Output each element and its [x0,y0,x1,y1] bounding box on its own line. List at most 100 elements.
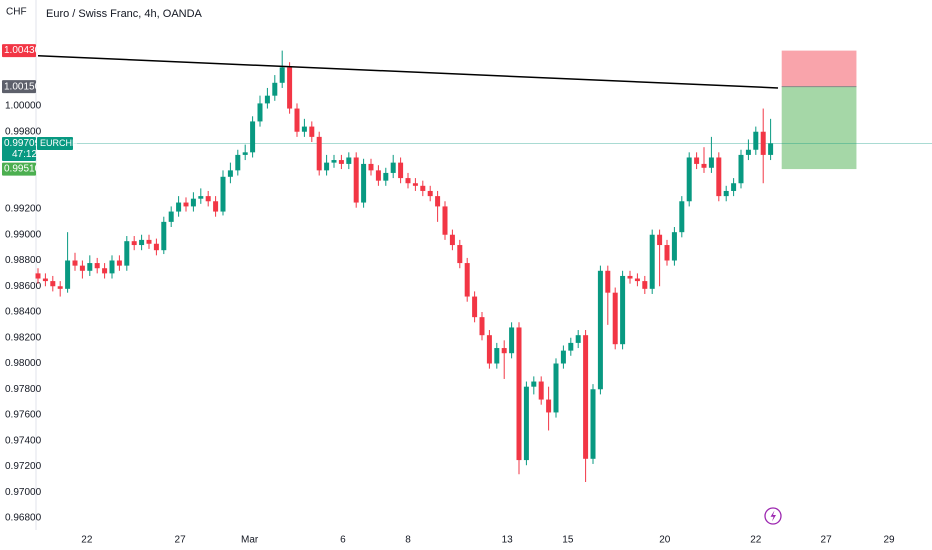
candle-body [390,162,396,173]
candle-body [235,154,241,171]
reward-zone [781,86,857,170]
y-tick-label: 0.99800 [5,126,42,137]
last-price-label: 0.99709 [4,138,41,149]
y-tick-label: 0.96800 [5,513,42,524]
y-tick-label: 1.00000 [5,101,42,112]
y-tick-label: 0.97600 [5,410,42,421]
candle-body [361,163,367,203]
candle-body [723,190,729,197]
x-tick-label: 27 [821,535,833,546]
candle-body [560,350,566,364]
candle-body [257,103,263,122]
candle-body [553,363,559,413]
candle-body [287,67,293,109]
countdown-label: 47:12 [12,149,37,160]
candle-body [442,206,448,235]
candle-body [568,342,574,351]
candle-body [176,202,182,212]
candle-body [87,263,93,271]
candle-body [338,160,344,164]
trendline [37,55,779,89]
stop-label: 1.00430 [4,45,41,56]
y-tick-label: 0.97800 [5,384,42,395]
candle-body [501,348,507,354]
candle-body [220,176,226,212]
symbol-tag-bg [37,136,73,150]
candle-body [523,386,529,461]
candle-body [153,243,159,251]
candle-body [242,152,248,155]
candle-body [575,335,581,343]
candle-body [649,234,655,289]
candle-body [760,131,766,155]
candle-body [597,270,603,390]
candle-body [264,95,270,104]
candle-body [375,170,381,181]
candle-body [383,172,389,181]
candle-body [768,143,774,155]
candle-body [664,245,670,261]
candle-body [538,381,544,400]
candle-body [531,381,537,387]
candle-body [457,245,463,264]
x-tick-label: 15 [562,535,574,546]
y-tick-label: 0.98000 [5,358,42,369]
candle-body [745,149,751,155]
candle-body [353,157,359,203]
last-price-bg [2,136,36,161]
candle-body [250,121,256,153]
candle-body [405,178,411,184]
candle-body [57,286,63,289]
candle-body [634,278,640,282]
candle-body [486,335,492,364]
candle-body [79,265,85,271]
candle-body [708,157,714,168]
candle-body [368,163,374,171]
candle-body [627,275,633,279]
x-tick-label: 8 [405,535,411,546]
candle-body [412,183,418,186]
candle-body [279,67,285,83]
candle-body [516,327,522,461]
candle-body [124,241,130,266]
candle-body [168,211,174,222]
candle-body [109,260,115,274]
candle-body [738,154,744,184]
candle-body [94,263,100,269]
x-tick-label: 20 [659,535,671,546]
candle-body [671,232,677,261]
y-tick-label: 0.99200 [5,204,42,215]
candle-body [42,278,48,282]
candle-body [146,239,152,244]
candle-body [35,273,41,279]
symbol-tag: EURCHF [40,138,78,148]
entry-label-bg [2,80,36,94]
candle-body [620,275,626,345]
x-tick-label: 29 [883,535,895,546]
alert-icon[interactable] [764,507,782,525]
candle-body [494,348,500,364]
candle-body [65,260,71,289]
candle-body [679,201,685,233]
target-label: 0.99510 [4,164,41,175]
candle-body [731,183,737,191]
candle-body [546,399,552,413]
y-tick-label: 0.98800 [5,255,42,266]
y-tick-label: 0.97200 [5,461,42,472]
candle-body [294,108,300,132]
risk-zone [781,50,857,87]
stop-label-bg [2,44,36,58]
candle-body [316,136,322,171]
candle-body [72,260,78,266]
candle-body [590,389,596,459]
candle-body [324,162,330,171]
candle-body [449,234,455,246]
candle-body [753,131,759,150]
candle-body [686,157,692,202]
candle-body [190,198,196,207]
candle-body [272,82,278,96]
target-label-bg [2,162,36,176]
candle-body [139,239,145,246]
candle-body [301,126,307,132]
